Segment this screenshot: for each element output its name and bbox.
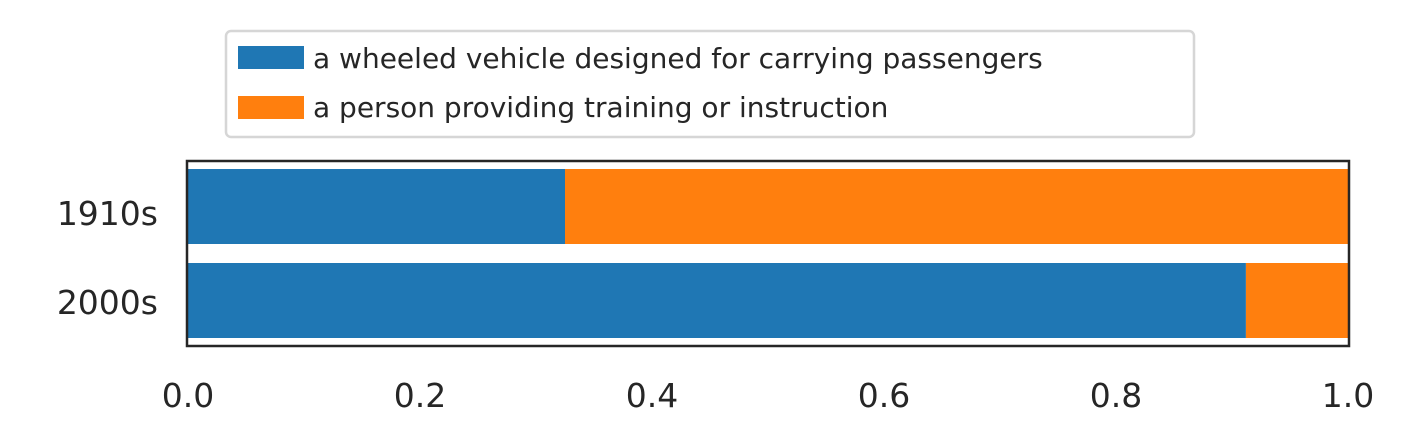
x-tick-label: 1.0 <box>1322 376 1374 415</box>
bars-group <box>188 169 1348 338</box>
legend-frame <box>224 29 1196 139</box>
y-tick-label-1910s: 1910s <box>57 194 158 233</box>
bar-2000s-series-1 <box>188 263 1246 338</box>
legend-label-series-2: a person providing training or instructi… <box>313 91 888 124</box>
bar-1910s-series-2 <box>565 169 1348 244</box>
legend-label-series-1: a wheeled vehicle designed for carrying … <box>313 42 1043 75</box>
y-tick-label-2000s: 2000s <box>57 283 158 322</box>
x-tick-label: 0.4 <box>626 376 678 415</box>
x-axis-ticks: 0.0 0.2 0.4 0.6 0.8 1.0 <box>162 376 1374 415</box>
legend-swatch-series-2 <box>238 96 304 119</box>
plot-frame <box>185 159 1351 348</box>
bar-1910s-series-1 <box>188 169 565 244</box>
x-tick-label: 0.2 <box>394 376 446 415</box>
x-tick-label: 0.8 <box>1090 376 1142 415</box>
legend: a wheeled vehicle designed for carrying … <box>224 29 1196 139</box>
legend-swatch-series-1 <box>238 46 304 69</box>
x-tick-label: 0.6 <box>858 376 910 415</box>
bar-2000s-series-2 <box>1245 263 1348 338</box>
x-tick-label: 0.0 <box>162 376 214 415</box>
